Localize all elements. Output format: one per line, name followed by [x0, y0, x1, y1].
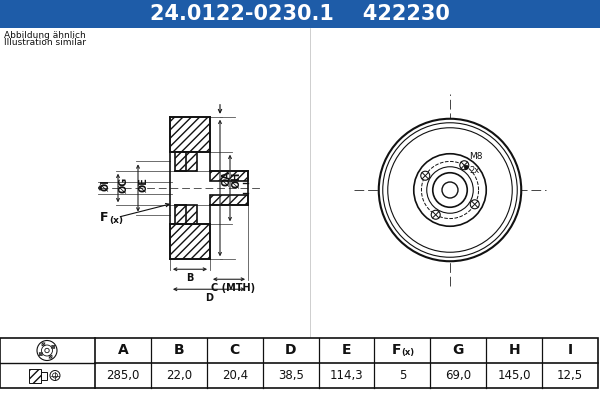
Text: ØE: ØE [139, 178, 149, 192]
Circle shape [50, 370, 60, 380]
Text: F: F [391, 344, 401, 358]
Text: ØA: ØA [222, 170, 232, 186]
Circle shape [379, 119, 521, 261]
Bar [210, 171, 248, 181]
Bar [29, 368, 41, 382]
Circle shape [460, 161, 469, 170]
Circle shape [41, 345, 53, 356]
Text: 12,5: 12,5 [557, 369, 583, 382]
Circle shape [433, 173, 467, 207]
Text: C (MTH): C (MTH) [211, 283, 255, 293]
Text: F: F [100, 211, 109, 224]
Circle shape [431, 210, 440, 219]
Bar [175, 205, 197, 224]
Bar [170, 224, 210, 259]
Text: ØG: ØG [119, 177, 129, 193]
Text: (x): (x) [109, 216, 123, 225]
Circle shape [470, 200, 479, 209]
Text: B: B [187, 273, 194, 283]
Text: 38,5: 38,5 [278, 369, 304, 382]
Circle shape [49, 355, 52, 358]
Text: M8: M8 [469, 152, 483, 161]
Text: 2x: 2x [469, 166, 479, 175]
Bar [170, 117, 210, 152]
Circle shape [464, 165, 468, 169]
Text: E: E [342, 344, 351, 358]
Circle shape [388, 128, 512, 252]
Text: 285,0: 285,0 [106, 369, 140, 382]
Circle shape [45, 348, 49, 353]
Text: 24.0122-0230.1    422230: 24.0122-0230.1 422230 [150, 4, 450, 24]
Text: 20,4: 20,4 [221, 369, 248, 382]
Circle shape [37, 340, 57, 360]
Circle shape [52, 345, 55, 348]
Text: 22,0: 22,0 [166, 369, 192, 382]
Text: D: D [205, 293, 213, 303]
Bar [0, 0, 600, 28]
Text: A: A [118, 344, 128, 358]
Circle shape [414, 154, 486, 226]
Circle shape [383, 123, 517, 257]
Text: I: I [568, 344, 572, 358]
Text: ØI: ØI [101, 179, 111, 191]
Bar [0, 338, 598, 388]
Text: 145,0: 145,0 [497, 369, 531, 382]
Text: 69,0: 69,0 [445, 369, 472, 382]
Text: D: D [285, 344, 296, 358]
Text: Abbildung ähnlich: Abbildung ähnlich [4, 31, 86, 40]
Circle shape [442, 182, 458, 198]
Text: 5: 5 [399, 369, 406, 382]
Circle shape [427, 167, 473, 213]
Circle shape [42, 343, 45, 346]
Circle shape [39, 353, 42, 356]
Text: B: B [173, 344, 184, 358]
Bar [175, 152, 197, 171]
Circle shape [53, 373, 58, 378]
Text: Illustration similar: Illustration similar [4, 38, 86, 47]
Circle shape [421, 171, 430, 180]
Text: H: H [508, 344, 520, 358]
Text: (x): (x) [401, 348, 414, 358]
Bar [210, 195, 248, 205]
Text: C: C [230, 344, 240, 358]
Text: G: G [452, 344, 464, 358]
Text: 114,3: 114,3 [329, 369, 364, 382]
Text: ØH: ØH [232, 172, 242, 188]
Bar [41, 372, 47, 380]
